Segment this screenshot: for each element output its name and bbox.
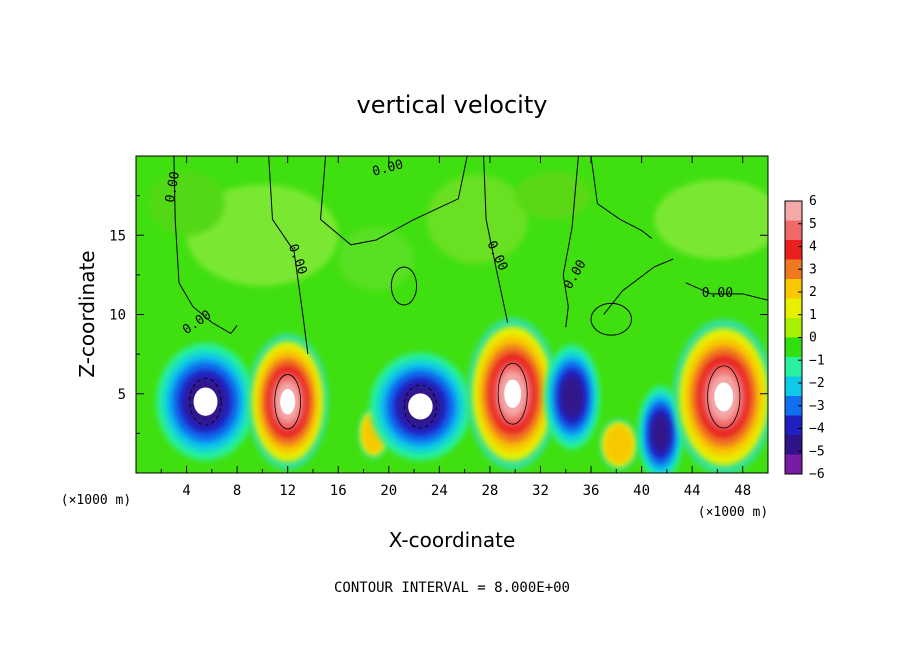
field-band <box>504 379 522 408</box>
field-patch <box>148 171 225 236</box>
colorbar-swatch <box>785 396 802 416</box>
field-band <box>651 414 670 453</box>
colorbar-label: −5 <box>809 444 825 459</box>
colorbar-label: 1 <box>809 308 817 323</box>
x-tick-label: 20 <box>380 483 397 499</box>
x-tick-label: 48 <box>734 483 751 499</box>
zero-contour-loop <box>590 302 632 336</box>
colorbar-label: 3 <box>809 262 817 277</box>
colorbar-swatch <box>785 357 802 377</box>
zero-contour <box>590 156 653 239</box>
field-band <box>193 387 218 416</box>
plot-area: 0.000.000.000.000.000.000.00 <box>136 156 768 473</box>
zero-contour-loop <box>390 266 418 306</box>
field-band <box>408 393 433 420</box>
x-axis-label: X-coordinate <box>389 528 516 552</box>
colorbar-swatch <box>785 435 802 455</box>
contour-line <box>189 377 222 426</box>
colorbar-swatch <box>785 415 802 436</box>
x-tick-label: 32 <box>532 483 549 499</box>
zero-contour <box>562 156 579 328</box>
velocity-field <box>148 171 768 473</box>
colorbar-swatch <box>785 318 802 338</box>
x-tick-label: 44 <box>684 483 701 499</box>
colorbar-swatch <box>785 376 802 397</box>
colorbar-swatch <box>785 279 802 299</box>
updraft-cell <box>247 333 329 470</box>
colorbar-label: 2 <box>809 285 817 300</box>
colorbar-label: 6 <box>809 194 817 209</box>
colorbar-label: −3 <box>809 399 825 414</box>
zero-contour <box>603 258 674 315</box>
downdraft-cell <box>544 344 600 450</box>
updraft-cell <box>599 419 638 470</box>
downdraft-cell <box>369 352 471 461</box>
y-tick-label: 15 <box>109 228 126 244</box>
colorbar-label: −6 <box>809 467 825 482</box>
colorbar-swatch <box>785 201 802 221</box>
field-band <box>561 376 584 418</box>
contour-label: 0.00 <box>163 170 183 203</box>
x-tick-label: 36 <box>583 483 600 499</box>
x-tick-label: 40 <box>633 483 650 499</box>
downdraft-cell <box>637 385 684 473</box>
x-tick-label: 28 <box>481 483 498 499</box>
zero-contour <box>685 282 768 301</box>
field-band <box>280 388 296 415</box>
colorbar-swatch <box>785 240 802 260</box>
colorbar-swatch <box>785 298 802 319</box>
downdraft-cell <box>156 343 255 461</box>
updraft-cell <box>467 317 559 470</box>
field-patch <box>515 171 592 220</box>
contour-line <box>403 384 437 429</box>
field-band <box>604 425 634 464</box>
chart-title: vertical velocity <box>357 91 548 119</box>
colorbar-swatch <box>785 337 802 358</box>
colorbar-swatch <box>785 220 802 241</box>
x-tick-label: 16 <box>330 483 347 499</box>
field-patch <box>426 175 528 264</box>
x-tick-label: 24 <box>431 483 448 499</box>
zero-contour <box>483 156 509 323</box>
x-axis-ticks: 4 8 12 16 20 24 28 32 36 40 44 48 <box>160 156 751 499</box>
field-patch <box>338 227 415 291</box>
colorbar-label: 4 <box>809 240 817 255</box>
field-patch <box>654 179 768 260</box>
contour-interval-note: CONTOUR INTERVAL = 8.000E+00 <box>334 580 570 596</box>
colorbar-label: −2 <box>809 376 825 391</box>
contour-line <box>274 374 302 430</box>
contour-line <box>497 362 528 425</box>
colorbar-label: 5 <box>809 217 817 232</box>
colorbar-label: −4 <box>809 422 825 437</box>
zero-contour <box>173 156 238 335</box>
x-tick-label: 12 <box>279 483 296 499</box>
x-unit-left: (×1000 m) <box>61 493 131 508</box>
field-patch <box>186 184 339 286</box>
colorbar: 6 5 4 3 2 1 0 −1 −2 −3 −4 −5 −6 <box>784 194 825 482</box>
x-tick-label: 8 <box>233 483 241 499</box>
colorbar-swatch <box>785 259 802 280</box>
colorbar-label: 0 <box>809 331 817 346</box>
y-tick-label: 10 <box>109 308 126 324</box>
x-tick-label: 4 <box>182 483 190 499</box>
contour-label: 0.00 <box>702 286 733 301</box>
zero-contour <box>319 156 468 246</box>
field-band <box>714 382 734 412</box>
contour-line <box>707 365 741 429</box>
updraft-cell <box>673 319 768 473</box>
y-axis-ticks: 5 10 15 <box>109 195 768 434</box>
zero-contour <box>268 156 309 355</box>
y-axis-label: Z-coordinate <box>75 250 99 377</box>
colorbar-label: −1 <box>809 353 825 368</box>
x-unit-right: (×1000 m) <box>698 505 768 520</box>
colorbar-swatch <box>785 454 802 475</box>
y-tick-label: 5 <box>118 387 126 403</box>
